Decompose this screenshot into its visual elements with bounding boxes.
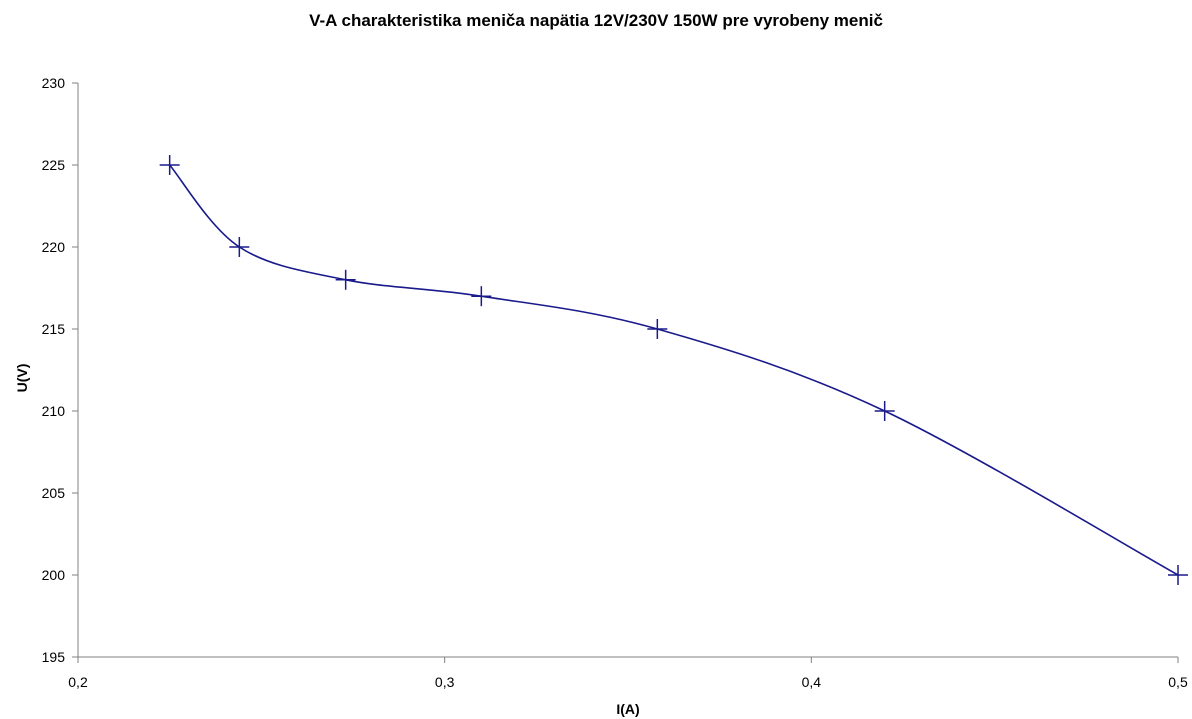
y-axis-label: U(V) xyxy=(14,364,30,393)
axes: 195 200 205 210 215 220 225 230 0,2 0,3 0,4 0,5 xyxy=(42,75,1188,690)
x-tick-label: 0,3 xyxy=(435,674,455,690)
x-tick-label: 0,4 xyxy=(802,674,822,690)
x-tick-label: 0,5 xyxy=(1168,674,1188,690)
y-tick-label: 230 xyxy=(42,75,66,91)
data-point xyxy=(1168,565,1188,585)
series-line xyxy=(169,164,1179,576)
y-tick-label: 200 xyxy=(42,567,66,583)
data-point xyxy=(647,319,668,339)
x-tick-label: 0,2 xyxy=(68,674,88,690)
y-tick-label: 215 xyxy=(42,321,66,337)
data-point xyxy=(159,155,180,175)
data-point xyxy=(335,269,356,290)
y-tick-label: 205 xyxy=(42,485,66,501)
y-tick-label: 210 xyxy=(42,403,66,419)
series-layer xyxy=(159,155,1188,585)
y-tick-label: 220 xyxy=(42,239,66,255)
chart-title: V-A charakteristika meniča napätia 12V/2… xyxy=(309,11,883,30)
data-point xyxy=(229,237,250,257)
data-point xyxy=(874,401,895,421)
x-axis-label: I(A) xyxy=(616,701,639,717)
y-tick-label: 195 xyxy=(42,649,66,665)
y-tick-label: 225 xyxy=(42,157,66,173)
data-point xyxy=(471,286,492,307)
